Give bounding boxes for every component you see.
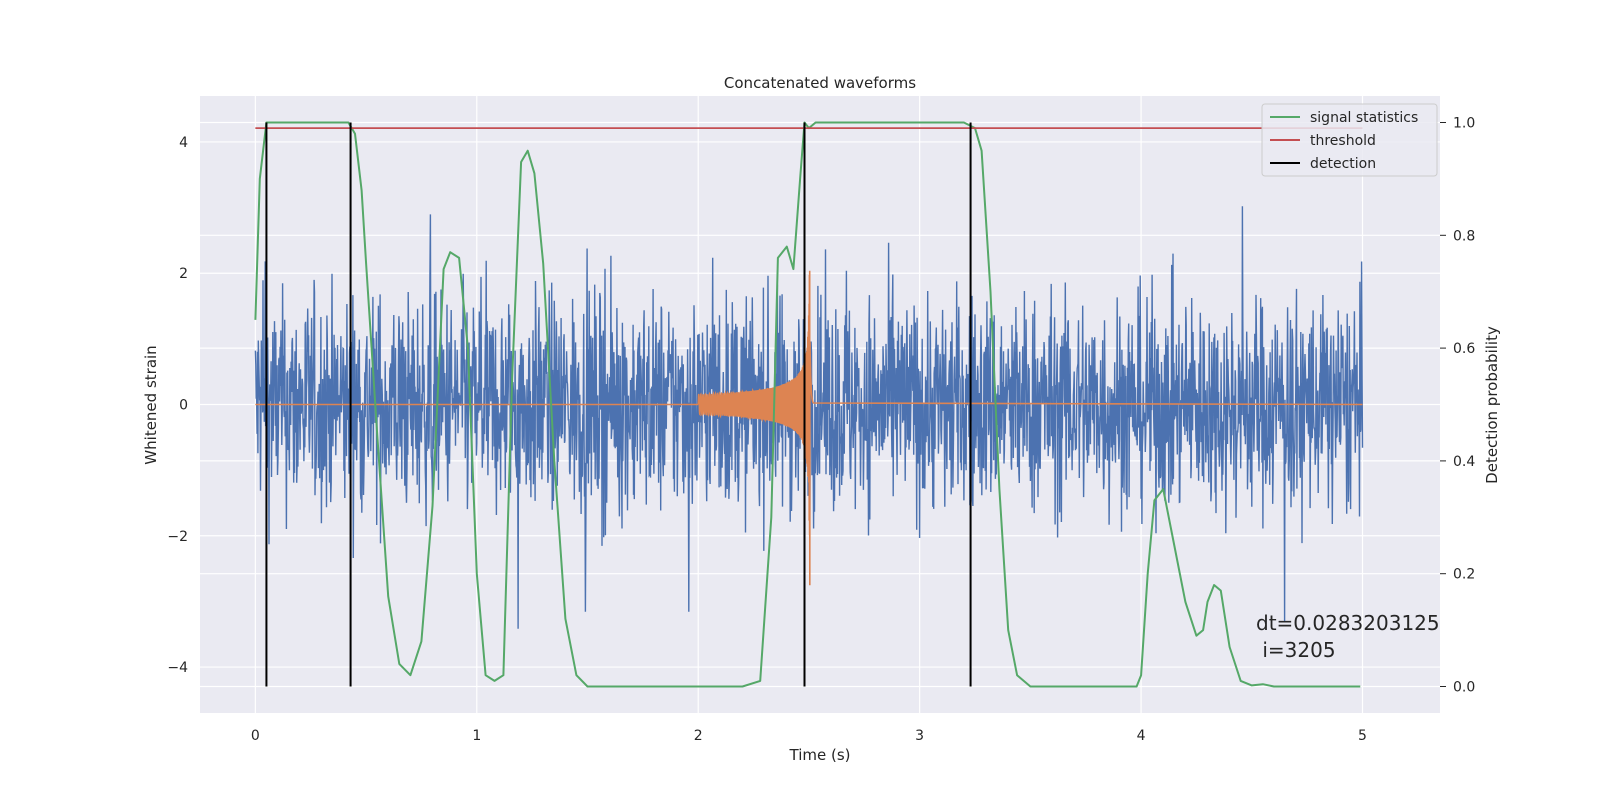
right-y-tick-label: 0.8 — [1453, 228, 1475, 244]
right-y-tick-label: 0.4 — [1453, 454, 1475, 470]
x-tick-label: 3 — [915, 728, 924, 744]
legend-label-detection: detection — [1310, 156, 1376, 172]
legend: signal statistics threshold detection — [1261, 103, 1438, 177]
waveform-series — [255, 270, 1363, 586]
x-tick-label: 0 — [251, 728, 260, 744]
x-tick-label: 1 — [472, 728, 481, 744]
annotation-text: dt=0.0283203125 i=3205 — [1256, 611, 1440, 662]
annotation-line: dt=0.0283203125 — [1256, 611, 1440, 635]
x-tick-label: 2 — [694, 728, 703, 744]
signal-statistics-series — [254, 121, 1361, 688]
detection-series — [265, 122, 972, 687]
x-tick-label: 4 — [1137, 728, 1146, 744]
waveform-line — [255, 270, 1363, 586]
legend-label-signal-statistics: signal statistics — [1310, 110, 1418, 126]
y-axis-ticks: −4 −2 0 2 4 — [167, 135, 188, 676]
right-y-tick-label: 0.6 — [1453, 341, 1475, 357]
annotation-line: i=3205 — [1256, 638, 1336, 662]
right-y-tick-label: 0.0 — [1453, 679, 1475, 695]
y-tick-label: 2 — [179, 266, 188, 282]
right-y-axis-label: Detection probability — [1483, 326, 1501, 484]
y-tick-label: −4 — [167, 660, 188, 676]
legend-box — [1261, 103, 1438, 177]
y-axis-label: Whitened strain — [142, 345, 160, 464]
chart-title: Concatenated waveforms — [724, 74, 916, 92]
right-y-tick-label: 0.2 — [1453, 567, 1475, 583]
y-tick-label: −2 — [167, 529, 188, 545]
right-y-tick-label: 1.0 — [1453, 116, 1475, 132]
legend-label-threshold: threshold — [1310, 133, 1376, 149]
right-y-axis-ticks: 0.0 0.2 0.4 0.6 0.8 1.0 — [1440, 116, 1475, 695]
y-tick-label: 4 — [179, 135, 188, 151]
y-tick-label: 0 — [179, 398, 188, 414]
x-axis-ticks: 0 1 2 3 4 5 — [251, 728, 1367, 744]
x-tick-label: 5 — [1358, 728, 1367, 744]
x-axis-label: Time (s) — [789, 746, 851, 764]
signal-statistics-line — [254, 121, 1361, 688]
